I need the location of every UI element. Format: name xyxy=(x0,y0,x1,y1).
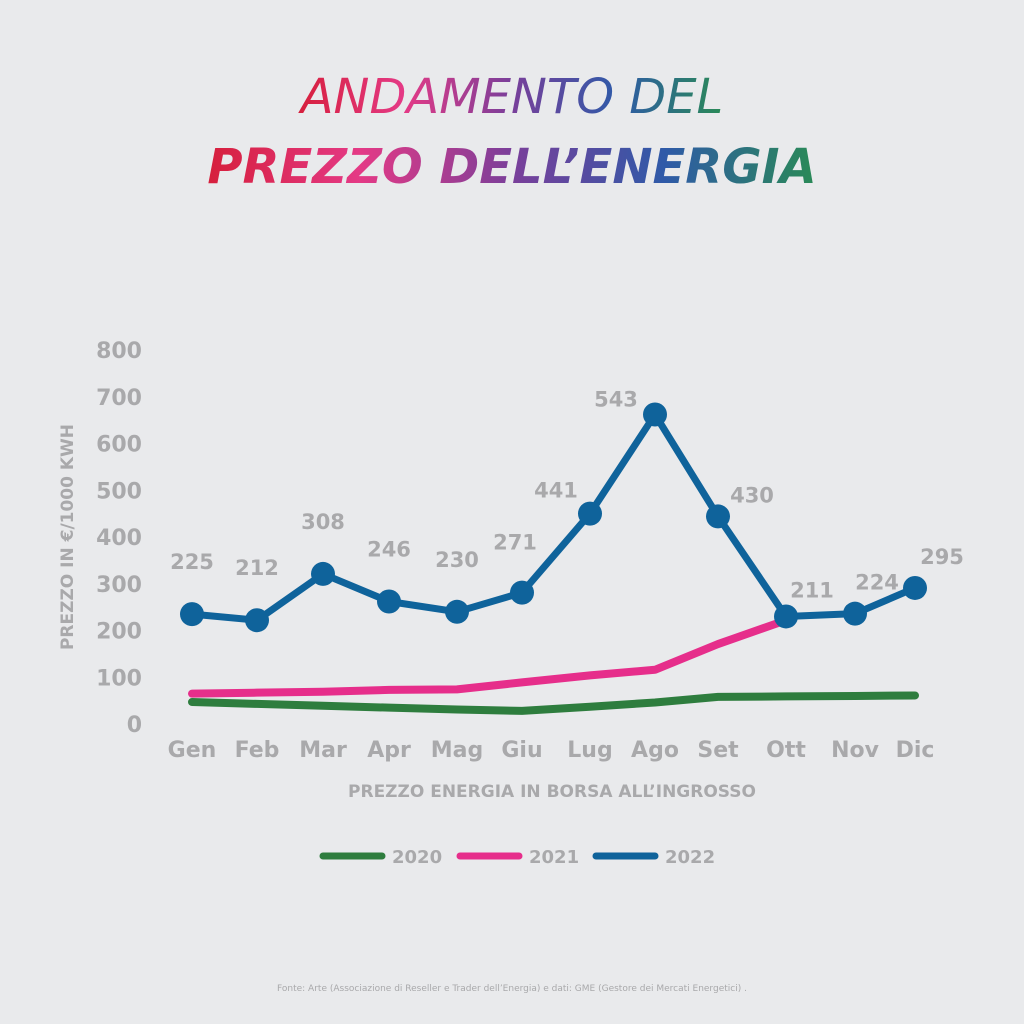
data-point-2022 xyxy=(774,604,798,629)
legend: 2020 2021 2022 xyxy=(319,847,715,868)
y-tick-label: 500 xyxy=(96,479,142,504)
x-axis-ticks: Gen Feb Mar Apr Mag Giu Lug Ago Set Ott Nov Dic xyxy=(168,738,935,763)
data-label: 543 xyxy=(594,388,638,412)
title-line-1: ANDAMENTO DEL xyxy=(298,69,724,125)
x-tick-label: Set xyxy=(697,738,739,763)
data-label: 212 xyxy=(235,556,279,580)
data-label: 308 xyxy=(301,510,345,534)
x-tick-label: Feb xyxy=(235,738,280,763)
data-point-2022 xyxy=(245,608,269,633)
source-note: Fonte: Arte (Associazione di Reseller e … xyxy=(277,984,747,994)
y-tick-label: 800 xyxy=(96,339,142,364)
x-tick-label: Gen xyxy=(168,738,217,763)
series-line-2021 xyxy=(188,616,790,698)
data-point-2022 xyxy=(706,504,730,529)
x-tick-label: Dic xyxy=(896,738,935,763)
x-tick-label: Mag xyxy=(431,738,484,763)
y-tick-label: 0 xyxy=(127,713,142,738)
series-points xyxy=(180,402,927,633)
x-tick-label: Lug xyxy=(567,738,612,763)
series-line-2020 xyxy=(188,691,919,715)
series-lines xyxy=(188,411,919,715)
data-labels: 225 212 308 246 230 271 441 543 430 211 224 295 xyxy=(170,388,964,603)
data-label: 211 xyxy=(790,578,834,602)
data-label: 430 xyxy=(730,483,774,507)
data-point-2022 xyxy=(578,501,602,526)
data-label: 224 xyxy=(855,571,899,595)
data-label: 295 xyxy=(920,545,964,569)
x-tick-label: Ago xyxy=(631,738,679,763)
y-axis-label: PREZZO IN €/1000 KWH xyxy=(58,424,78,650)
y-tick-label: 100 xyxy=(96,666,142,691)
data-point-2022 xyxy=(311,561,335,586)
data-point-2022 xyxy=(903,575,927,600)
title-line-2: PREZZO DELL’ENERGIA xyxy=(207,139,816,195)
data-label: 225 xyxy=(170,550,214,574)
data-point-2022 xyxy=(445,599,469,624)
data-point-2022 xyxy=(510,580,534,605)
legend-label-2021: 2021 xyxy=(529,847,579,868)
x-tick-label: Mar xyxy=(299,738,347,763)
data-point-2022 xyxy=(180,602,204,627)
data-point-2022 xyxy=(843,601,867,626)
y-axis-ticks: 0 100 200 300 400 500 600 700 800 xyxy=(96,339,142,738)
legend-label-2020: 2020 xyxy=(392,847,442,868)
data-label: 230 xyxy=(435,548,479,572)
data-label: 271 xyxy=(493,531,537,555)
x-tick-label: Ott xyxy=(766,738,806,763)
data-label: 441 xyxy=(534,479,578,503)
y-tick-label: 200 xyxy=(96,620,142,645)
y-tick-label: 400 xyxy=(96,526,142,551)
x-tick-label: Giu xyxy=(501,738,542,763)
legend-label-2022: 2022 xyxy=(665,847,715,868)
x-tick-label: Nov xyxy=(831,738,880,763)
data-point-2022 xyxy=(643,402,667,427)
data-label: 246 xyxy=(367,538,411,562)
x-tick-label: Apr xyxy=(367,738,411,763)
data-point-2022 xyxy=(377,589,401,614)
x-axis-label: PREZZO ENERGIA IN BORSA ALL’INGROSSO xyxy=(348,782,756,802)
y-tick-label: 300 xyxy=(96,573,142,598)
y-tick-label: 700 xyxy=(96,386,142,411)
y-tick-label: 600 xyxy=(96,433,142,458)
